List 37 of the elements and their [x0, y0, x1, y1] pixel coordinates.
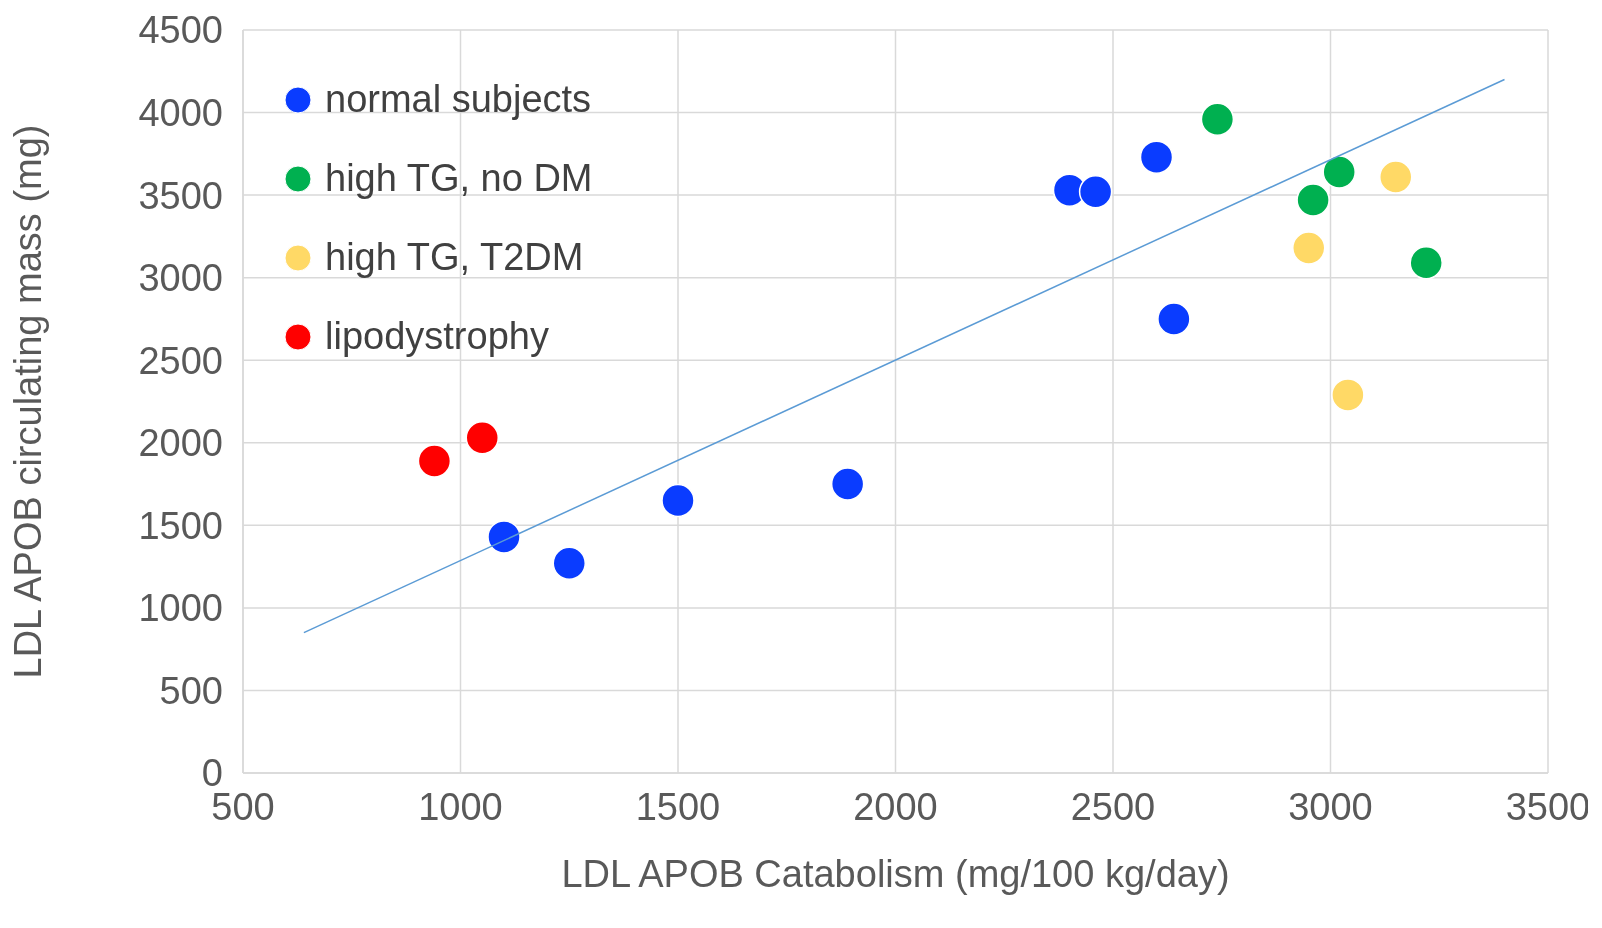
y-tick-label: 2000 — [138, 422, 223, 465]
point — [552, 546, 586, 581]
point — [1139, 140, 1174, 174]
point — [661, 483, 695, 518]
point — [487, 520, 521, 554]
point — [417, 444, 452, 478]
x-tick-label: 3000 — [1288, 785, 1373, 828]
point — [1078, 175, 1113, 209]
point — [465, 421, 499, 455]
x-tick-label: 2000 — [853, 785, 938, 828]
point — [1322, 155, 1356, 189]
y-tick-label: 3500 — [138, 174, 223, 217]
x-tick-label: 1000 — [418, 785, 503, 828]
point — [1331, 378, 1365, 412]
legend-label: normal subjects — [325, 78, 592, 121]
x-tick-label: 1500 — [635, 785, 721, 828]
point — [830, 467, 865, 501]
y-tick-label: 500 — [159, 669, 223, 712]
y-tick-label: 1500 — [138, 504, 223, 547]
point — [1409, 246, 1443, 280]
legend-label: lipodystrophy — [325, 315, 549, 358]
y-tick-label: 1000 — [138, 587, 223, 630]
y-axis-title: LDL APOB circulating mass (mg) — [7, 124, 50, 679]
point — [1296, 183, 1330, 217]
y-tick-label: 3000 — [138, 257, 223, 300]
x-axis-title: LDL APOB Catabolism (mg/100 kg/day) — [561, 853, 1230, 895]
point — [1379, 160, 1413, 194]
y-tick-label: 2500 — [138, 339, 223, 382]
point — [1200, 102, 1235, 136]
point — [1157, 302, 1191, 336]
y-tick-label: 4500 — [138, 9, 223, 52]
y-tick-label: 4000 — [138, 92, 223, 135]
legend-label: high TG, T2DM — [325, 236, 584, 279]
x-tick-label: 2500 — [1070, 785, 1156, 828]
legend-label: high TG, no DM — [325, 157, 593, 200]
point — [1292, 231, 1326, 265]
x-tick-label: 500 — [211, 785, 275, 828]
